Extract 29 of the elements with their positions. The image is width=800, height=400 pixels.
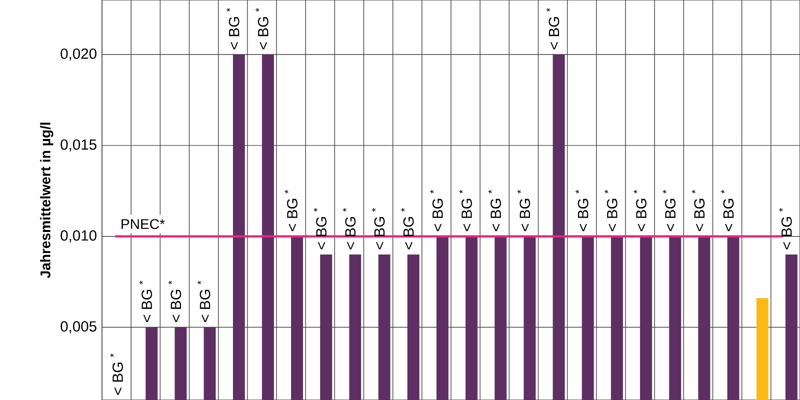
data-label: < BG $^{*}$ xyxy=(575,190,588,232)
data-label: < BG $^{*}$ xyxy=(284,190,298,232)
data-label: < BG $^{*}$ xyxy=(226,8,240,50)
data-label: < BG $^{*}$ xyxy=(168,280,182,322)
ref-line-label: PNEC* xyxy=(122,219,165,230)
data-label: < BG $^{*}$ xyxy=(634,190,646,232)
data-label: < BG $^{*}$ xyxy=(256,8,268,50)
data-label: < BG $^{*}$ xyxy=(110,353,123,395)
data-label: < BG $^{*}$ xyxy=(372,208,385,250)
data-label: < BG $^{*}$ xyxy=(662,190,676,232)
data-label: < BG $^{*}$ xyxy=(400,208,414,250)
data-label: < BG $^{*}$ xyxy=(779,208,792,250)
y-axis-title: Jahresmittelwert in µg/l xyxy=(40,122,54,278)
data-label: < BG $^{*}$ xyxy=(314,208,327,250)
data-label: < BG $^{*}$ xyxy=(692,190,705,232)
y-tick-label: 0,010 xyxy=(60,230,96,242)
data-label: < BG $^{*}$ xyxy=(488,190,502,232)
data-label: < BG $^{*}$ xyxy=(459,190,472,232)
data-label: < BG $^{*}$ xyxy=(604,190,618,232)
data-label: < BG $^{*}$ xyxy=(546,8,560,50)
y-tick-label: 0,020 xyxy=(60,48,96,61)
data-label: < BG $^{*}$ xyxy=(430,190,443,232)
data-label: < BG $^{*}$ xyxy=(197,280,210,322)
y-tick-label: 0,005 xyxy=(60,321,96,334)
data-label: < BG $^{*}$ xyxy=(720,190,734,232)
y-tick-label: 0,015 xyxy=(60,139,96,152)
data-label: < BG $^{*}$ xyxy=(517,190,530,232)
data-label: < BG $^{*}$ xyxy=(342,208,356,250)
data-label: < BG $^{*}$ xyxy=(139,280,152,322)
